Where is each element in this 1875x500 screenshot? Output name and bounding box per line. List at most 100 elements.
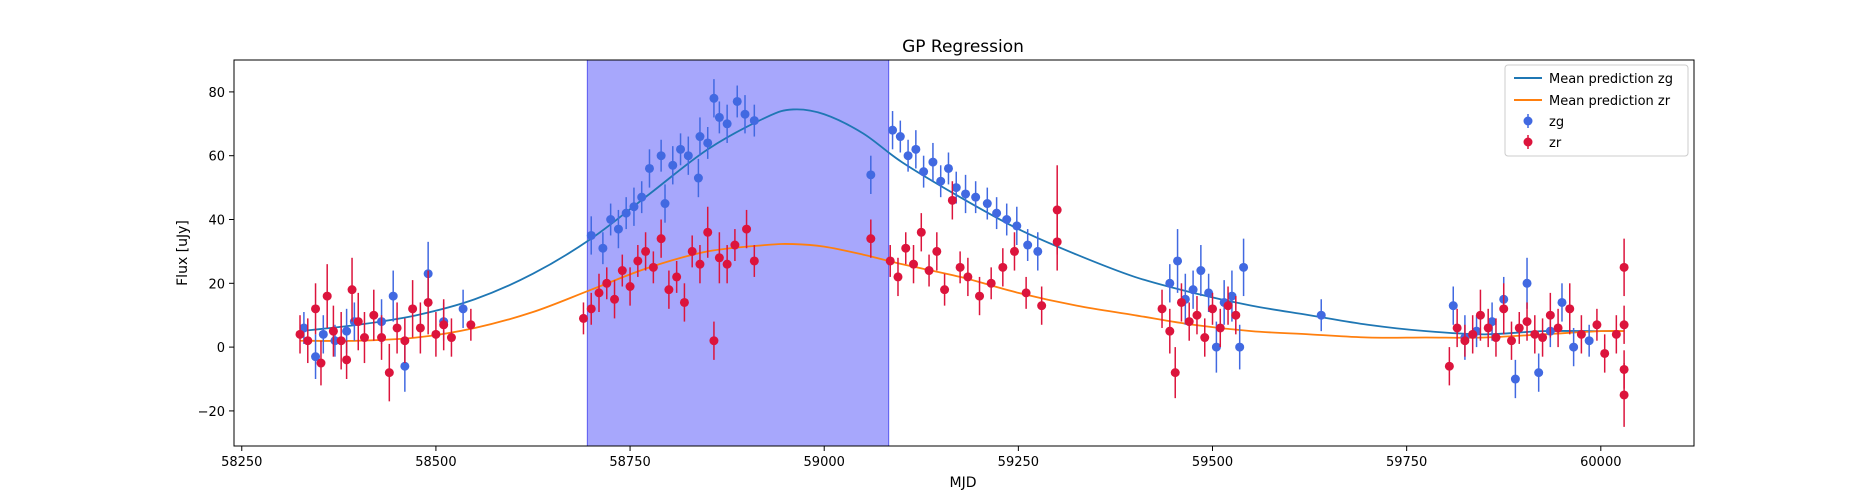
zr-point bbox=[975, 291, 985, 301]
x-tick-label: 59750 bbox=[1386, 455, 1427, 470]
zg-point bbox=[992, 208, 1002, 218]
zg-point bbox=[714, 112, 724, 122]
zr-point bbox=[586, 304, 596, 314]
zr-point bbox=[400, 336, 410, 346]
zg-point bbox=[888, 125, 898, 135]
zr-point bbox=[714, 253, 724, 263]
zr-point bbox=[742, 224, 752, 234]
y-tick-label: 0 bbox=[217, 341, 225, 356]
zg-point bbox=[1196, 266, 1206, 276]
zr-point bbox=[1452, 323, 1462, 333]
zr-point bbox=[924, 266, 934, 276]
legend-label-zg-line: Mean prediction zg bbox=[1549, 72, 1673, 87]
legend-label-zr-points: zr bbox=[1549, 136, 1562, 151]
zr-point bbox=[1576, 329, 1586, 339]
zr-point bbox=[423, 297, 433, 307]
zr-point bbox=[1231, 310, 1241, 320]
legend-label-zr-line: Mean prediction zr bbox=[1549, 94, 1671, 109]
y-tick-label: 40 bbox=[208, 214, 225, 229]
zg-point bbox=[971, 192, 981, 202]
zr-point bbox=[1538, 333, 1548, 343]
zr-point bbox=[359, 333, 369, 343]
zr-point bbox=[656, 234, 666, 244]
x-tick-label: 59500 bbox=[1192, 455, 1233, 470]
y-tick-label: 60 bbox=[208, 150, 225, 165]
zg-point bbox=[943, 163, 953, 173]
y-tick-label: 80 bbox=[208, 86, 225, 101]
zr-point bbox=[1475, 310, 1485, 320]
zg-point bbox=[683, 151, 693, 161]
zg-point bbox=[644, 163, 654, 173]
zr-point bbox=[347, 285, 357, 295]
zr-point bbox=[866, 234, 876, 244]
legend: Mean prediction zg Mean prediction zr zg… bbox=[1504, 64, 1689, 157]
zr-point bbox=[1157, 304, 1167, 314]
zr-point bbox=[722, 259, 732, 269]
zr-point bbox=[1052, 205, 1062, 215]
zr-point bbox=[1507, 336, 1516, 346]
zg-point bbox=[1557, 297, 1567, 307]
highlight-span bbox=[586, 59, 890, 447]
zg-point bbox=[613, 224, 623, 234]
zr-point bbox=[1460, 336, 1470, 346]
zr-point bbox=[377, 333, 387, 343]
zg-point bbox=[695, 132, 705, 142]
x-tick-label: 60000 bbox=[1580, 455, 1621, 470]
zg-point bbox=[982, 199, 992, 209]
zr-point bbox=[893, 272, 903, 282]
zr-point bbox=[369, 310, 379, 320]
zr-point bbox=[932, 246, 942, 256]
zr-point bbox=[1184, 317, 1194, 327]
zr-point bbox=[1592, 320, 1602, 330]
x-axis-label: MJD bbox=[950, 475, 977, 491]
zr-point bbox=[1192, 310, 1202, 320]
zg-point bbox=[1569, 342, 1579, 352]
zg-point bbox=[668, 160, 678, 170]
plot-frame bbox=[233, 59, 1695, 447]
zr-point bbox=[1545, 310, 1555, 320]
zr-point bbox=[439, 320, 449, 330]
zr-point bbox=[703, 227, 713, 237]
zg-point bbox=[656, 151, 666, 161]
zr-point bbox=[311, 304, 321, 314]
zr-point bbox=[672, 272, 682, 282]
zr-point bbox=[998, 262, 1008, 272]
zr-point bbox=[633, 256, 643, 266]
zr-point bbox=[963, 272, 973, 282]
zr-point bbox=[303, 336, 313, 346]
zg-point bbox=[693, 173, 703, 183]
zg-point bbox=[676, 144, 686, 154]
zg-point bbox=[961, 189, 971, 199]
zr-point bbox=[986, 278, 996, 288]
zg-point bbox=[1522, 278, 1532, 288]
zg-point bbox=[919, 167, 929, 177]
zg-point bbox=[1002, 215, 1012, 225]
zg-point bbox=[458, 304, 468, 314]
zg-point bbox=[866, 170, 876, 180]
y-axis-label: Flux [uJy] bbox=[175, 220, 191, 286]
zr-point bbox=[1619, 320, 1629, 330]
zg-point bbox=[660, 199, 670, 209]
zr-point bbox=[1444, 361, 1454, 371]
zg-point bbox=[1188, 285, 1198, 295]
zg-point bbox=[709, 93, 719, 103]
zr-point bbox=[1021, 288, 1031, 298]
zr-point bbox=[1483, 323, 1493, 333]
prediction-lines-layer bbox=[299, 108, 1625, 342]
zg-point bbox=[951, 183, 961, 193]
zr-point bbox=[679, 297, 689, 307]
x-tick-label: 58500 bbox=[415, 455, 456, 470]
zr-point bbox=[316, 358, 326, 368]
zr-point bbox=[625, 281, 635, 291]
zr-point bbox=[730, 240, 740, 250]
data-points-layer bbox=[295, 79, 1629, 427]
zr-point bbox=[1491, 333, 1501, 343]
zg-point bbox=[342, 326, 352, 336]
zg-point bbox=[1448, 301, 1458, 311]
zr-point bbox=[1052, 237, 1062, 247]
zr-point bbox=[909, 259, 919, 269]
y-tick-label: −20 bbox=[198, 405, 225, 420]
zr-point bbox=[1200, 333, 1210, 343]
zr-point bbox=[664, 285, 674, 295]
